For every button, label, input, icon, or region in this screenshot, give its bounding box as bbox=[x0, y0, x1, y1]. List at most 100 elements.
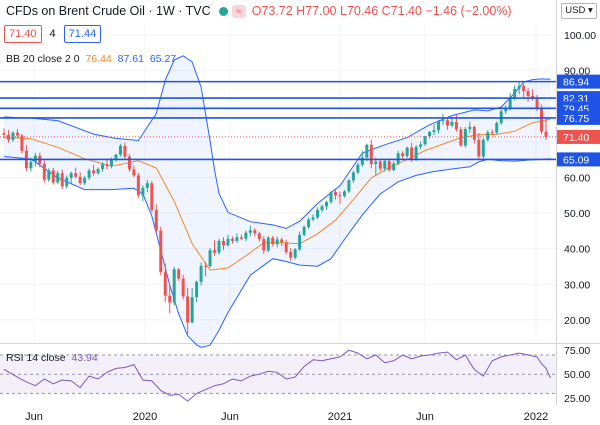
price-tick-label: 50.00 bbox=[564, 208, 590, 220]
candle bbox=[316, 207, 320, 220]
level-label-box bbox=[557, 110, 600, 125]
symbol-title[interactable]: CFDs on Brent Crude Oil · 1W · TVC bbox=[6, 4, 211, 18]
candle bbox=[289, 248, 293, 261]
candle bbox=[414, 145, 418, 162]
bollinger-band-fill bbox=[4, 55, 551, 348]
candle bbox=[432, 124, 436, 136]
candle bbox=[468, 121, 472, 134]
candle bbox=[163, 263, 167, 303]
candle bbox=[293, 248, 297, 260]
candle bbox=[154, 204, 158, 233]
bollinger-lower-line bbox=[3, 156, 551, 348]
price-tick-label: 90.00 bbox=[564, 66, 590, 78]
price-tick-label: 20.00 bbox=[564, 315, 590, 327]
candle bbox=[275, 236, 279, 248]
currency-button[interactable]: USD ▾ bbox=[561, 3, 597, 19]
candle bbox=[159, 226, 163, 276]
candle bbox=[42, 160, 46, 183]
quantity-value: 4 bbox=[49, 28, 56, 40]
candle bbox=[145, 180, 149, 193]
candle bbox=[123, 142, 127, 159]
candle bbox=[392, 161, 396, 172]
time-axis: Jun 2020 Jun 2021 Jun 2022 bbox=[25, 411, 548, 423]
candle bbox=[302, 225, 306, 237]
candle bbox=[235, 233, 239, 243]
candle bbox=[387, 158, 391, 172]
rsi-tick-label: 50.00 bbox=[564, 369, 590, 381]
level-label: 65.09 bbox=[563, 154, 589, 166]
candle bbox=[181, 274, 185, 300]
candle bbox=[141, 185, 145, 202]
candle bbox=[342, 189, 346, 198]
price-tick-label: 100.00 bbox=[564, 30, 596, 42]
candle bbox=[65, 175, 69, 189]
candle bbox=[522, 83, 526, 98]
rsi-tick-label: 25.00 bbox=[564, 393, 590, 405]
candle bbox=[221, 237, 225, 251]
candle bbox=[248, 225, 252, 236]
candle bbox=[172, 266, 176, 306]
candle bbox=[230, 236, 234, 244]
candle bbox=[150, 181, 154, 213]
candle bbox=[333, 188, 337, 200]
candle bbox=[60, 169, 64, 189]
candle bbox=[459, 126, 463, 147]
candle bbox=[338, 191, 342, 204]
candle bbox=[298, 231, 302, 251]
candle bbox=[244, 230, 248, 242]
time-tick-label: Jun bbox=[221, 411, 239, 423]
candle bbox=[419, 141, 423, 150]
candle bbox=[325, 200, 329, 210]
candle bbox=[486, 130, 490, 142]
candle bbox=[526, 87, 530, 102]
candle bbox=[6, 130, 10, 143]
candle bbox=[204, 261, 208, 277]
candle bbox=[396, 150, 400, 166]
candle bbox=[423, 135, 427, 146]
price-axis: 20.00 30.00 40.00 50.00 60.00 90.00 100.00 25.0… bbox=[564, 30, 596, 405]
candle bbox=[96, 167, 100, 175]
candle bbox=[92, 164, 96, 176]
candle bbox=[329, 191, 333, 204]
candle bbox=[284, 239, 288, 255]
candle bbox=[307, 217, 311, 229]
market-status-icon bbox=[218, 6, 228, 16]
candle bbox=[540, 104, 544, 135]
rsi-value: 43.94 bbox=[71, 352, 98, 364]
candle bbox=[450, 117, 454, 128]
candle bbox=[517, 82, 521, 95]
last-price-label: 71.40 bbox=[563, 132, 589, 144]
candle bbox=[56, 170, 60, 185]
candle bbox=[226, 234, 230, 247]
time-tick-label: Jun bbox=[416, 411, 434, 423]
rsi-line bbox=[3, 349, 551, 402]
bb-name[interactable]: BB 20 close 2 0 bbox=[6, 53, 80, 65]
sell-button[interactable]: 71.40 bbox=[4, 25, 42, 43]
compare-icon[interactable]: ≈ bbox=[231, 4, 246, 18]
candle bbox=[213, 240, 217, 256]
candle bbox=[383, 159, 387, 172]
candle bbox=[351, 170, 355, 183]
rsi-tick-label: 75.00 bbox=[564, 345, 590, 357]
buy-button[interactable]: 71.44 bbox=[63, 25, 102, 43]
rsi-name[interactable]: RSI 14 close bbox=[6, 352, 66, 364]
candle bbox=[15, 129, 19, 138]
candle bbox=[365, 143, 369, 162]
candle bbox=[114, 153, 118, 162]
candle bbox=[208, 248, 212, 268]
candle bbox=[195, 280, 199, 303]
candle bbox=[495, 121, 499, 135]
candle bbox=[257, 231, 261, 242]
chart-header: CFDs on Brent Crude Oil · 1W · TVC ≈ O73… bbox=[6, 3, 512, 19]
last-price-box bbox=[557, 129, 600, 144]
bollinger-upper-line bbox=[3, 55, 551, 229]
time-tick-label: 2021 bbox=[328, 411, 352, 423]
candle bbox=[168, 284, 172, 314]
candle bbox=[87, 168, 91, 181]
candle bbox=[472, 125, 476, 144]
price-tick-label: 40.00 bbox=[564, 244, 590, 256]
candle bbox=[47, 168, 51, 182]
ohlc-values: O73.72 H77.00 L70.46 C71.40 −1.46 (−2.00… bbox=[251, 4, 512, 18]
time-tick-label: Jun bbox=[25, 411, 43, 423]
